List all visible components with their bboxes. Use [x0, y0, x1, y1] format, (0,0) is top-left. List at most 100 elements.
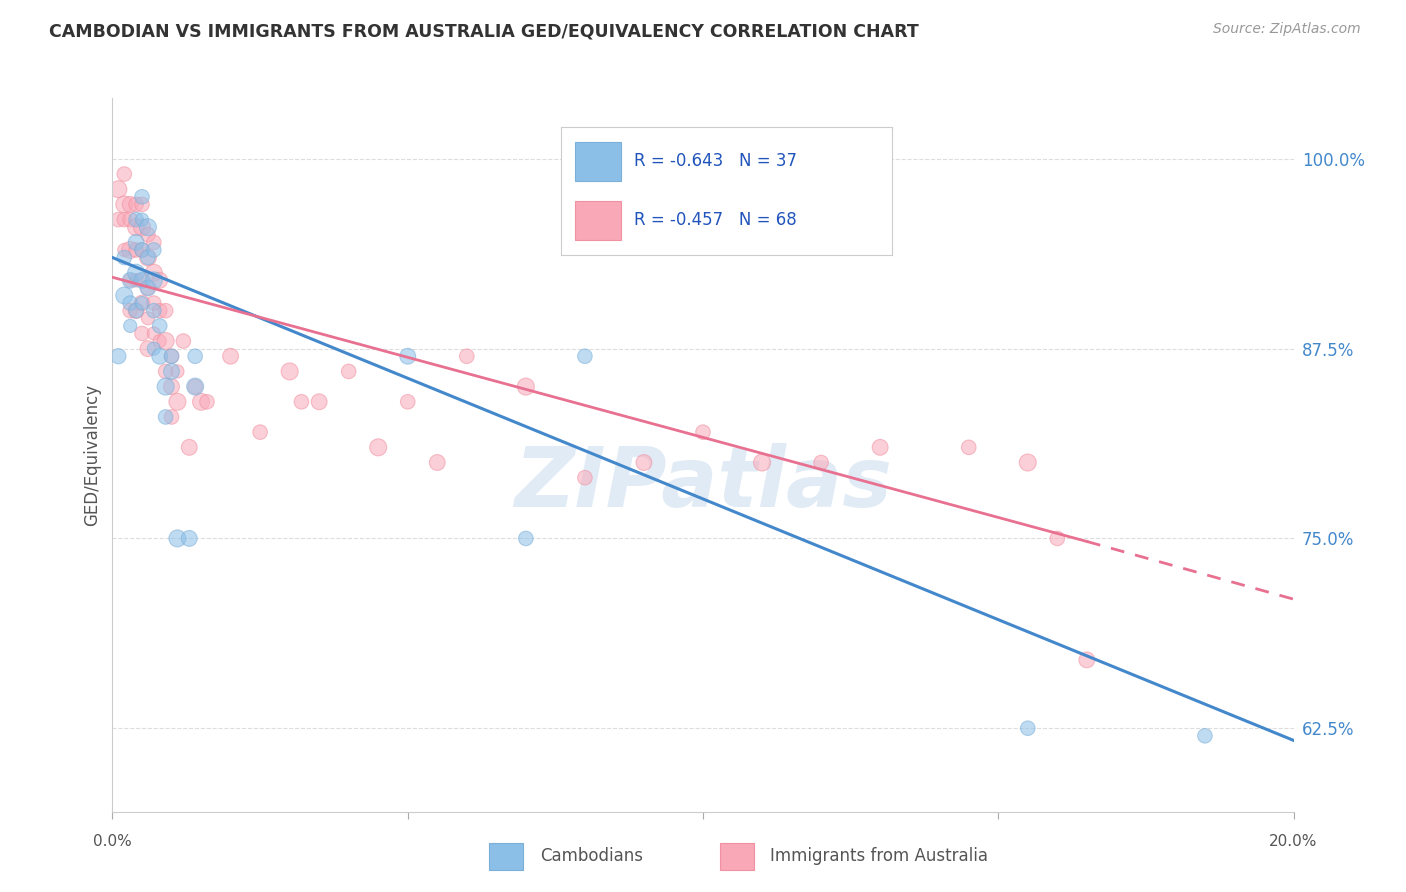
Point: [179, 532, 201, 546]
Point: [155, 303, 177, 318]
Point: [278, 364, 301, 378]
Point: [219, 349, 242, 363]
Point: [131, 243, 153, 257]
Point: [1017, 721, 1039, 735]
Point: [120, 197, 142, 211]
Point: [184, 379, 207, 393]
Point: [149, 273, 172, 287]
Point: [112, 243, 135, 257]
Point: [751, 456, 773, 470]
Point: [125, 235, 148, 250]
Point: [125, 212, 148, 227]
Point: [120, 303, 142, 318]
Point: [1017, 456, 1039, 470]
Point: [160, 379, 183, 393]
Point: [112, 251, 135, 265]
Point: [166, 394, 188, 409]
Point: [142, 342, 165, 356]
Point: [308, 394, 330, 409]
Point: [136, 311, 159, 326]
Point: [810, 456, 832, 470]
Text: CAMBODIAN VS IMMIGRANTS FROM AUSTRALIA GED/EQUIVALENCY CORRELATION CHART: CAMBODIAN VS IMMIGRANTS FROM AUSTRALIA G…: [49, 22, 920, 40]
Bar: [720, 843, 754, 870]
Point: [396, 349, 419, 363]
Point: [160, 349, 183, 363]
Point: [136, 251, 159, 265]
Point: [166, 364, 188, 378]
Point: [155, 409, 177, 424]
Point: [190, 394, 212, 409]
Point: [337, 364, 360, 378]
Point: [396, 394, 419, 409]
Point: [184, 379, 207, 393]
Point: [149, 318, 172, 333]
Point: [574, 471, 596, 485]
Point: [112, 197, 135, 211]
Point: [515, 532, 537, 546]
Point: [367, 440, 389, 454]
Point: [426, 456, 449, 470]
Point: [142, 303, 165, 318]
Point: [136, 281, 159, 295]
Point: [160, 349, 183, 363]
Point: [160, 409, 183, 424]
Point: [107, 212, 129, 227]
Point: [195, 394, 218, 409]
Point: [869, 440, 891, 454]
Point: [125, 243, 148, 257]
Point: [633, 456, 655, 470]
Point: [131, 243, 153, 257]
Point: [142, 235, 165, 250]
Point: [125, 273, 148, 287]
Point: [125, 197, 148, 211]
Point: [136, 342, 159, 356]
Point: [112, 167, 135, 181]
Point: [120, 273, 142, 287]
Point: [290, 394, 312, 409]
Point: [136, 220, 159, 235]
Point: [574, 349, 596, 363]
Point: [142, 273, 165, 287]
Point: [120, 243, 142, 257]
Point: [1194, 729, 1216, 743]
Text: Source: ZipAtlas.com: Source: ZipAtlas.com: [1213, 22, 1361, 37]
Point: [957, 440, 980, 454]
Point: [107, 349, 129, 363]
Point: [249, 425, 271, 439]
Point: [125, 303, 148, 318]
Text: Cambodians: Cambodians: [540, 847, 643, 865]
Point: [179, 440, 201, 454]
Point: [1076, 653, 1098, 667]
Point: [131, 273, 153, 287]
Point: [149, 303, 172, 318]
Point: [131, 220, 153, 235]
Point: [692, 425, 714, 439]
Point: [120, 212, 142, 227]
Point: [131, 197, 153, 211]
Point: [142, 243, 165, 257]
Point: [142, 296, 165, 310]
Point: [149, 334, 172, 348]
Text: 20.0%: 20.0%: [1270, 834, 1317, 849]
Point: [107, 182, 129, 196]
Point: [155, 334, 177, 348]
Point: [149, 349, 172, 363]
Point: [131, 296, 153, 310]
Point: [136, 251, 159, 265]
Text: 0.0%: 0.0%: [93, 834, 132, 849]
Point: [120, 318, 142, 333]
Point: [184, 349, 207, 363]
Point: [131, 273, 153, 287]
Point: [136, 227, 159, 242]
Point: [131, 296, 153, 310]
Point: [131, 212, 153, 227]
Point: [120, 273, 142, 287]
Text: ZIPatlas: ZIPatlas: [515, 443, 891, 524]
Point: [160, 364, 183, 378]
Point: [112, 212, 135, 227]
Point: [131, 326, 153, 341]
Point: [515, 379, 537, 393]
Point: [142, 326, 165, 341]
Point: [142, 266, 165, 280]
Point: [125, 303, 148, 318]
